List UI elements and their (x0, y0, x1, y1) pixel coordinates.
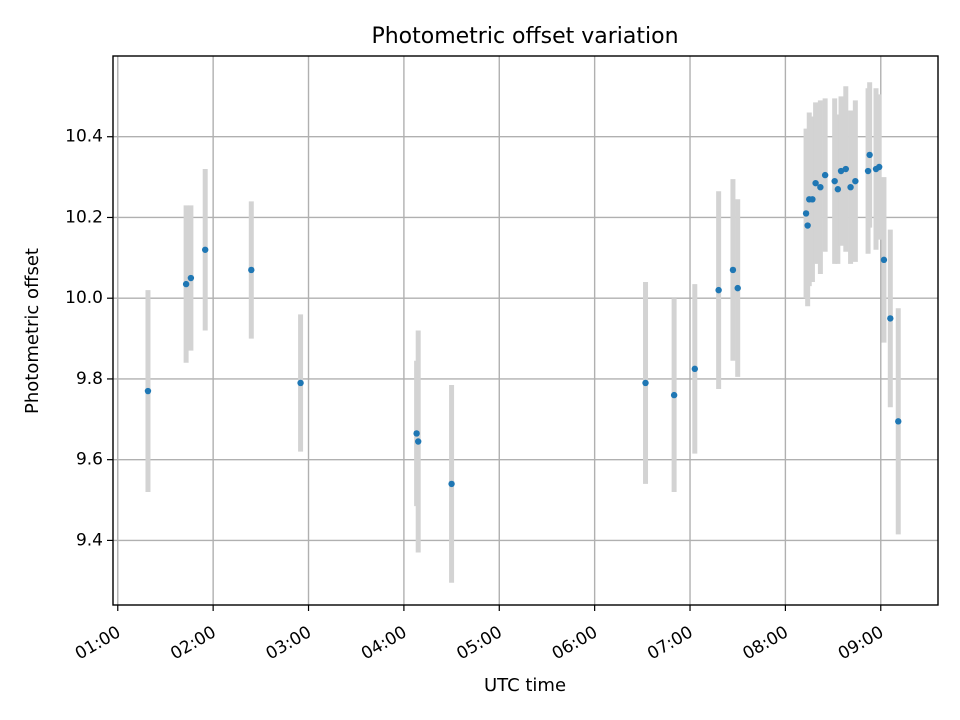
y-axis-label: Photometric offset (22, 248, 43, 414)
data-point (448, 480, 455, 488)
y-tick-label: 10.0 (65, 288, 103, 308)
y-tick-label: 9.4 (76, 530, 103, 550)
data-point (144, 387, 152, 395)
data-point (642, 379, 649, 387)
data-point (847, 183, 854, 191)
data-point (864, 167, 872, 175)
data-point (415, 438, 422, 445)
y-axis-ticks: 9.4 9.6 9.8 10.0 10.2 10.4 (65, 127, 113, 550)
plot-frame (112, 55, 939, 606)
data-point (413, 430, 420, 437)
data-point (866, 151, 873, 159)
data-point (804, 222, 811, 229)
data-point (248, 266, 255, 274)
y-tick-label: 10.4 (65, 127, 103, 147)
data-point (729, 266, 737, 274)
data-point (887, 315, 894, 322)
data-point (802, 210, 810, 217)
data-point (842, 165, 850, 173)
data-point (297, 379, 304, 387)
data-point (880, 256, 888, 264)
data-point (875, 163, 883, 171)
data-point (852, 177, 859, 185)
data-point (691, 365, 698, 373)
data-points (144, 151, 902, 488)
data-point (895, 418, 902, 425)
data-point (812, 179, 819, 187)
data-point (201, 246, 209, 253)
x-axis-label: UTC time (484, 675, 566, 696)
y-tick-label: 9.6 (76, 450, 103, 470)
data-point (670, 391, 678, 399)
data-point (187, 274, 195, 282)
y-tick-label: 9.8 (76, 369, 103, 389)
chart-title: Photometric offset variation (371, 24, 678, 49)
y-tick-label: 10.2 (65, 207, 103, 227)
data-point (831, 177, 838, 185)
data-point (715, 286, 722, 294)
data-point (734, 284, 741, 292)
data-point (834, 186, 842, 193)
data-point (821, 171, 829, 179)
data-point (817, 183, 824, 191)
data-point (809, 196, 816, 203)
data-point (182, 280, 190, 288)
